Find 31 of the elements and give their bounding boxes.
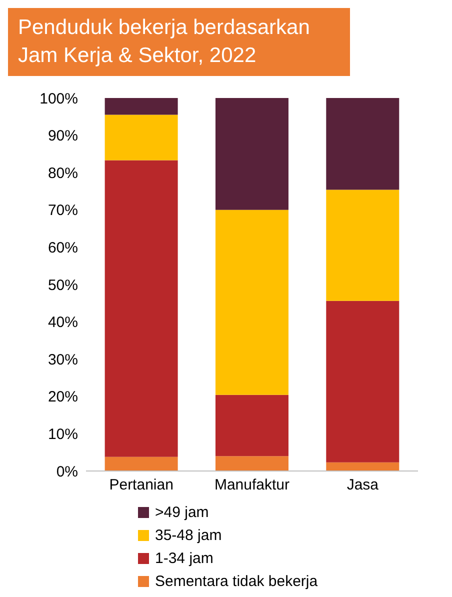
- bar: [215, 394, 288, 456]
- y-tick-label: 80%: [48, 164, 78, 182]
- chart-title: Penduduk bekerja berdasarkan Jam Kerja & Sektor, 2022: [8, 8, 350, 76]
- bar: [215, 210, 288, 395]
- y-tick-label: 70%: [48, 202, 78, 220]
- bar: [104, 456, 178, 471]
- y-tick-label: 90%: [48, 128, 78, 145]
- y-tick-label: 50%: [48, 276, 78, 294]
- legend-label: >49 jam: [155, 504, 209, 521]
- legend-label: 35-48 jam: [155, 527, 222, 544]
- y-tick-label: 100%: [40, 90, 78, 108]
- x-tick-label: Manufaktur: [214, 476, 290, 494]
- bar: [104, 98, 178, 115]
- bar: [326, 300, 400, 462]
- y-tick-label: 10%: [48, 426, 78, 444]
- bar: [326, 190, 400, 301]
- x-tick-label: Jasa: [346, 476, 380, 494]
- bar: [104, 114, 178, 160]
- bar: [104, 160, 178, 457]
- y-tick-label: 30%: [48, 351, 78, 368]
- y-tick-label: 20%: [48, 388, 78, 406]
- bar: [215, 456, 288, 471]
- x-tick-label: Pertanian: [109, 476, 174, 494]
- bar: [326, 462, 400, 471]
- y-tick-label: 0%: [56, 463, 78, 480]
- bar: [326, 98, 400, 190]
- y-tick-label: 60%: [48, 240, 78, 257]
- y-tick-label: 40%: [48, 314, 78, 332]
- legend-label: 1-34 jam: [155, 550, 214, 567]
- bar: [215, 98, 288, 210]
- legend-label: Sementara tidak bekerja: [155, 573, 318, 590]
